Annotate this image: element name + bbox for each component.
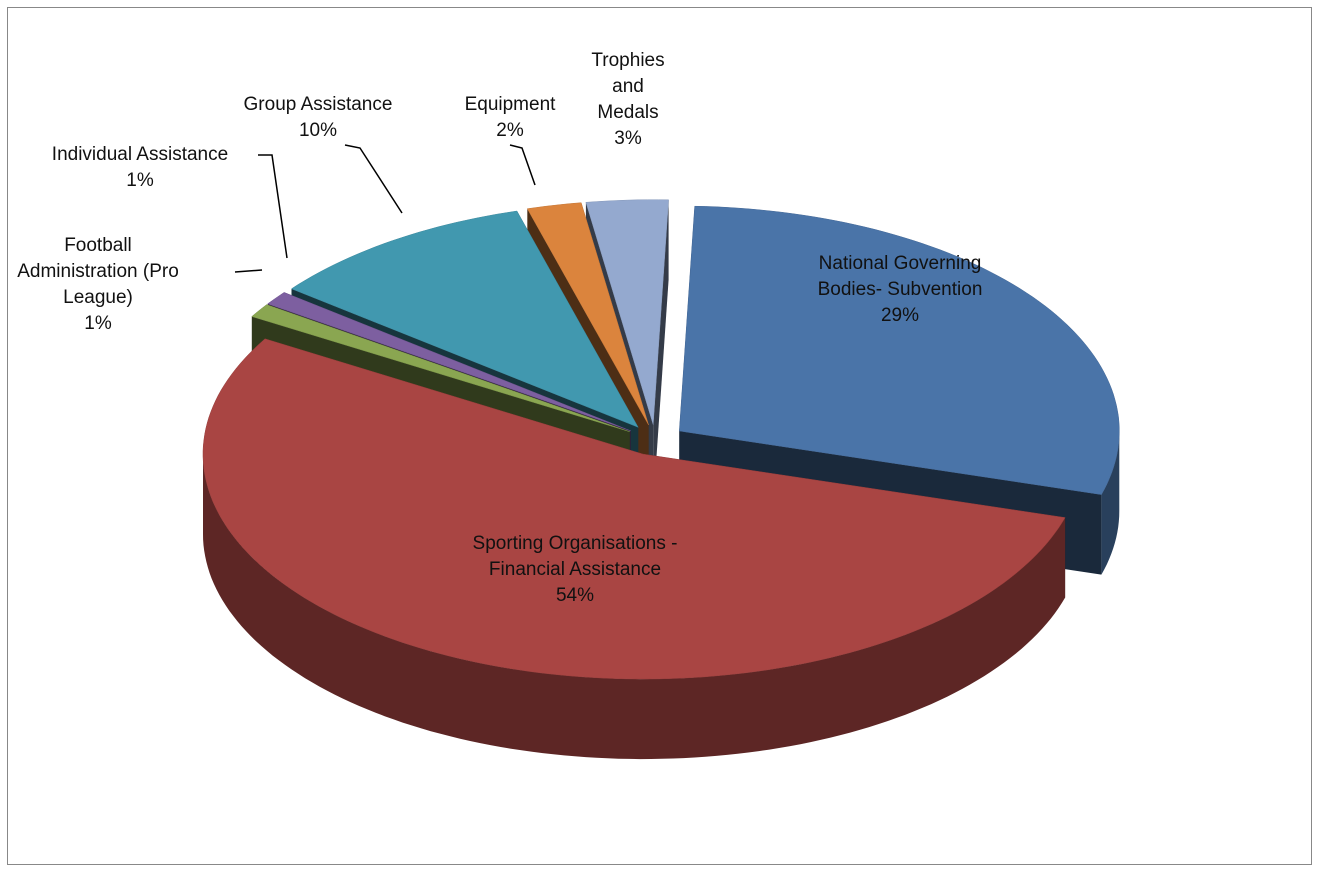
slice	[251, 304, 630, 432]
slice	[267, 292, 631, 432]
value-label: 1%	[126, 170, 154, 191]
slice	[679, 205, 1120, 495]
pie	[202, 199, 1120, 760]
slice	[526, 202, 649, 426]
slice	[202, 338, 1066, 680]
slice-side	[653, 199, 669, 505]
data-label: Individual Assistance 1%	[5, 142, 275, 194]
value-label: 10%	[298, 120, 338, 141]
value-label: 2%	[496, 120, 524, 141]
leader-line	[509, 144, 536, 186]
category-label: Group Assistance	[243, 94, 393, 115]
category-label: National Governing Bodies- Subvention	[817, 253, 983, 300]
value-label: 1%	[84, 313, 112, 334]
value-label: 29%	[880, 305, 920, 326]
data-label: Equipment 2%	[440, 92, 580, 144]
leader-line	[258, 154, 288, 259]
category-label: Trophies and Medals	[591, 50, 665, 123]
data-label: Trophies and Medals 3%	[588, 48, 668, 152]
slice-wall	[1101, 431, 1120, 575]
category-label: Individual Assistance	[51, 144, 229, 165]
value-label: 54%	[555, 585, 595, 606]
leader-line	[344, 144, 403, 214]
data-label: Football Administration (Pro League) 1%	[13, 233, 183, 337]
slice-wall	[203, 454, 1066, 760]
value-label: 3%	[614, 128, 642, 149]
category-label: Sporting Organisations - Financial Assis…	[472, 533, 678, 580]
slice	[290, 210, 639, 428]
slice	[585, 199, 669, 425]
chart-frame	[7, 7, 1312, 865]
category-label: Football Administration (Pro League)	[17, 235, 179, 308]
data-label: Group Assistance 10%	[208, 92, 428, 144]
category-label: Equipment	[464, 94, 556, 115]
leader-line	[234, 269, 263, 273]
leader-lines	[234, 144, 536, 273]
data-label: Sporting Organisations - Financial Assis…	[455, 531, 695, 609]
data-label: National Governing Bodies- Subvention 29%	[785, 251, 1015, 329]
